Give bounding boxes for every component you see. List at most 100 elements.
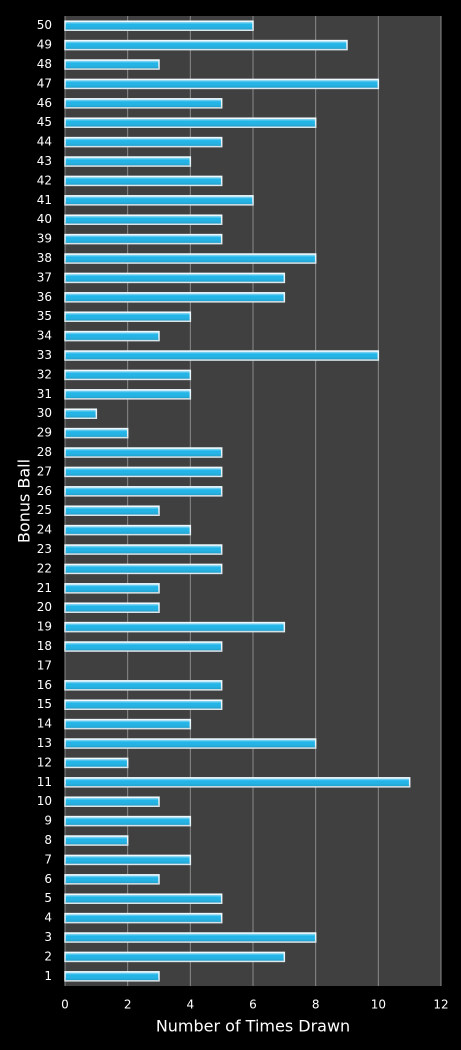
bar-shine: [65, 137, 222, 147]
x-tick-label: 6: [249, 998, 257, 1012]
x-tick-label: 0: [61, 998, 69, 1012]
y-tick-label: 41: [37, 193, 52, 207]
bar-shine: [65, 816, 191, 826]
bar-shine: [65, 797, 159, 807]
y-tick-label: 35: [37, 309, 52, 323]
y-tick-label: 5: [44, 891, 52, 905]
y-tick-label: 22: [37, 561, 52, 575]
y-tick-label: 7: [44, 852, 52, 866]
bar-shine: [65, 40, 347, 50]
x-tick-label: 2: [124, 998, 132, 1012]
y-tick-label: 45: [37, 115, 52, 129]
bar-shine: [65, 913, 222, 923]
bar-shine: [65, 409, 97, 419]
y-tick-label: 17: [37, 658, 52, 672]
y-tick-label: 27: [37, 464, 52, 478]
y-tick-label: 1: [44, 969, 52, 983]
bar-shine: [65, 952, 285, 962]
bar-shine: [65, 836, 128, 845]
y-tick-label: 26: [37, 484, 52, 498]
x-tick-label: 12: [433, 998, 448, 1012]
bar-shine: [65, 719, 191, 729]
y-tick-label: 10: [37, 794, 52, 808]
bar-shine: [65, 370, 191, 380]
bar-shine: [65, 739, 316, 748]
y-tick-label: 15: [37, 697, 52, 711]
bar-shine: [65, 428, 128, 438]
y-tick-label: 25: [37, 503, 52, 517]
bar-shine: [65, 933, 316, 942]
y-tick-label: 28: [37, 445, 52, 459]
bar-shine: [65, 118, 316, 128]
bar-shine: [65, 79, 379, 89]
bar-shine: [65, 389, 191, 399]
x-tick-label: 8: [312, 998, 320, 1012]
bar-shine: [65, 622, 285, 632]
y-tick-label: 4: [44, 911, 52, 925]
y-tick-label: 48: [37, 57, 52, 71]
y-tick-label: 14: [37, 717, 52, 731]
x-tick-label: 4: [187, 998, 195, 1012]
bar-shine: [65, 700, 222, 710]
y-tick-label: 12: [37, 755, 52, 769]
bar-shine: [65, 680, 222, 690]
bar-shine: [65, 292, 285, 302]
bar-shine: [65, 351, 379, 360]
y-tick-label: 44: [37, 135, 52, 149]
bar-shine: [65, 525, 191, 535]
y-tick-label: 38: [37, 251, 52, 265]
y-tick-label: 47: [37, 76, 52, 90]
y-tick-label: 46: [37, 96, 52, 110]
bar-shine: [65, 157, 191, 166]
y-tick-label: 20: [37, 600, 52, 614]
x-axis-title: Number of Times Drawn: [156, 1017, 350, 1036]
bar-shine: [65, 176, 222, 186]
bar-shine: [65, 331, 159, 341]
y-tick-label: 13: [37, 736, 52, 750]
bar-shine: [65, 254, 316, 263]
y-tick-label: 29: [37, 426, 52, 440]
y-tick-label: 40: [37, 212, 52, 226]
bar-shine: [65, 777, 410, 787]
y-tick-label: 31: [37, 387, 52, 401]
bar-shine: [65, 467, 222, 477]
bar-shine: [65, 971, 159, 981]
y-tick-label: 42: [37, 173, 52, 187]
y-tick-label: 11: [37, 775, 52, 789]
y-tick-label: 21: [37, 581, 52, 595]
bar-shine: [65, 21, 253, 31]
y-tick-label: 37: [37, 270, 52, 284]
y-tick-label: 36: [37, 290, 52, 304]
y-tick-label: 32: [37, 367, 52, 381]
bar-shine: [65, 98, 222, 108]
bar-shine: [65, 448, 222, 457]
y-tick-label: 9: [44, 814, 52, 828]
bar-shine: [65, 234, 222, 244]
y-tick-label: 16: [37, 678, 52, 692]
bar-shine: [65, 545, 222, 554]
bar-shine: [65, 273, 285, 283]
bar-shine: [65, 894, 222, 904]
bar-shine: [65, 603, 159, 613]
bar-shine: [65, 506, 159, 516]
y-tick-label: 23: [37, 542, 52, 556]
y-tick-label: 33: [37, 348, 52, 362]
bar-shine: [65, 642, 222, 651]
x-tick-label: 10: [371, 998, 386, 1012]
bar-shine: [65, 874, 159, 884]
y-tick-label: 18: [37, 639, 52, 653]
y-tick-label: 8: [44, 833, 52, 847]
y-tick-label: 24: [37, 523, 52, 537]
y-tick-label: 19: [37, 620, 52, 634]
bar-shine: [65, 758, 128, 768]
bar-shine: [65, 855, 191, 865]
y-tick-label: 2: [44, 949, 52, 963]
y-tick-label: 50: [37, 18, 52, 32]
y-tick-label: 3: [44, 930, 52, 944]
bar-shine: [65, 583, 159, 593]
bar-shine: [65, 60, 159, 69]
y-tick-label: 30: [37, 406, 52, 420]
y-tick-label: 34: [37, 329, 52, 343]
bar-shine: [65, 564, 222, 574]
